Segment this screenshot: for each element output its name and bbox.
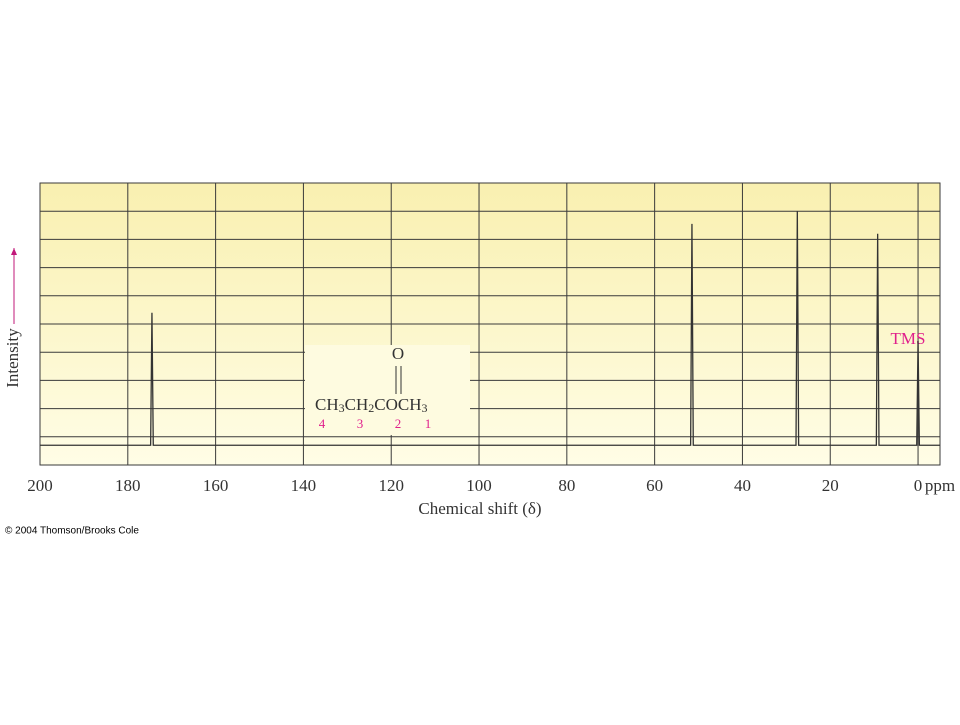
x-tick-label: 60	[646, 476, 663, 495]
x-tick-label: 180	[115, 476, 141, 495]
formula-part: COCH	[374, 395, 421, 414]
carbon-number: 3	[357, 416, 364, 431]
y-arrow-head	[11, 248, 17, 255]
formula-subscript: 3	[339, 401, 345, 415]
x-tick-label: 40	[734, 476, 751, 495]
formula: CH3CH2COCH3	[315, 395, 427, 415]
spectrum-line	[40, 211, 940, 446]
carbon-number: 1	[425, 416, 432, 431]
tms-label: TMS	[891, 329, 926, 348]
carbonyl-oxygen: O	[392, 344, 404, 363]
x-tick-label: 20	[822, 476, 839, 495]
x-axis-label: Chemical shift (δ)	[418, 499, 541, 518]
x-tick-label: 80	[558, 476, 575, 495]
copyright: © 2004 Thomson/Brooks Cole	[5, 526, 139, 537]
plot-border	[39, 182, 941, 466]
carbon-number: 2	[395, 416, 402, 431]
x-tick-label: 160	[203, 476, 229, 495]
molecule-backdrop	[305, 345, 470, 435]
x-tick-label: 100	[466, 476, 492, 495]
formula-subscript: 2	[368, 401, 374, 415]
y-axis-label: Intensity	[3, 328, 22, 388]
x-tick-label: 120	[378, 476, 404, 495]
formula-part: CH	[315, 395, 339, 414]
y-axis-label-group: Intensity	[3, 248, 22, 388]
formula-part: CH	[345, 395, 369, 414]
carbon-number: 4	[319, 416, 326, 431]
x-axis-unit: ppm	[925, 476, 955, 495]
formula-subscript: 3	[421, 401, 427, 415]
x-tick-label: 0	[914, 476, 923, 495]
x-tick-label: 200	[27, 476, 53, 495]
x-tick-label: 140	[291, 476, 317, 495]
